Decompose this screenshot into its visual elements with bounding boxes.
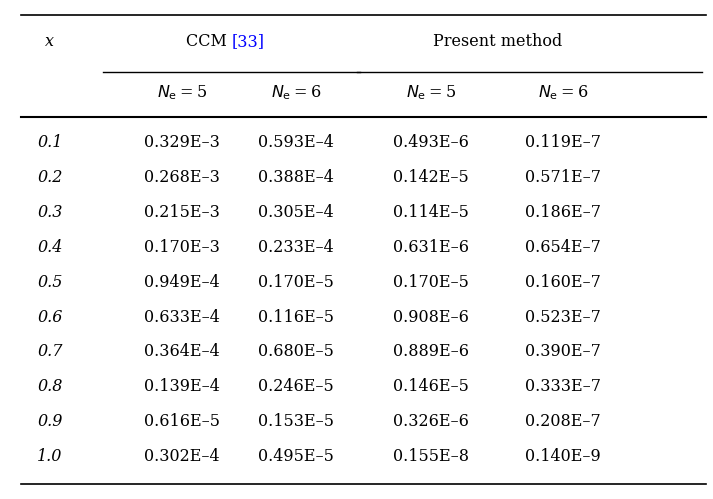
Text: 0.302E–4: 0.302E–4 <box>144 448 220 465</box>
Text: 0.631E–6: 0.631E–6 <box>394 239 469 255</box>
Text: 0.5: 0.5 <box>37 273 63 290</box>
Text: 0.215E–3: 0.215E–3 <box>144 204 220 221</box>
Text: 0.364E–4: 0.364E–4 <box>144 343 220 360</box>
Text: $N_{\mathrm{e}}$ = 6: $N_{\mathrm{e}}$ = 6 <box>271 83 321 102</box>
Text: 0.114E–5: 0.114E–5 <box>394 204 469 221</box>
Text: 0.949E–4: 0.949E–4 <box>144 273 220 290</box>
Text: 0.142E–5: 0.142E–5 <box>394 169 469 186</box>
Text: CCM: CCM <box>185 32 232 50</box>
Text: $N_{\mathrm{e}}$ = 5: $N_{\mathrm{e}}$ = 5 <box>157 83 207 102</box>
Text: 0.233E–4: 0.233E–4 <box>258 239 334 255</box>
Text: Present method: Present method <box>433 32 562 50</box>
Text: 0.170E–3: 0.170E–3 <box>144 239 220 255</box>
Text: 0.140E–9: 0.140E–9 <box>525 448 601 465</box>
Text: 0.116E–5: 0.116E–5 <box>258 308 334 325</box>
Text: 0.6: 0.6 <box>37 308 63 325</box>
Text: 0.170E–5: 0.170E–5 <box>258 273 334 290</box>
Text: 0.908E–6: 0.908E–6 <box>394 308 469 325</box>
Text: [33]: [33] <box>232 32 265 50</box>
Text: 0.680E–5: 0.680E–5 <box>258 343 334 360</box>
Text: 0.268E–3: 0.268E–3 <box>144 169 220 186</box>
Text: 0.523E–7: 0.523E–7 <box>525 308 601 325</box>
Text: $N_{\mathrm{e}}$ = 5: $N_{\mathrm{e}}$ = 5 <box>406 83 456 102</box>
Text: 0.170E–5: 0.170E–5 <box>394 273 469 290</box>
Text: 0.7: 0.7 <box>37 343 63 360</box>
Text: x: x <box>46 32 54 50</box>
Text: 0.3: 0.3 <box>37 204 63 221</box>
Text: 0.246E–5: 0.246E–5 <box>258 378 334 395</box>
Text: 1.0: 1.0 <box>37 448 63 465</box>
Text: 0.155E–8: 0.155E–8 <box>394 448 469 465</box>
Text: 0.654E–7: 0.654E–7 <box>525 239 601 255</box>
Text: 0.326E–6: 0.326E–6 <box>394 413 469 430</box>
Text: 0.9: 0.9 <box>37 413 63 430</box>
Text: 0.388E–4: 0.388E–4 <box>258 169 334 186</box>
Text: 0.2: 0.2 <box>37 169 63 186</box>
Text: 0.1: 0.1 <box>37 134 63 151</box>
Text: $N_{\mathrm{e}}$ = 6: $N_{\mathrm{e}}$ = 6 <box>538 83 588 102</box>
Text: 0.153E–5: 0.153E–5 <box>258 413 334 430</box>
Text: 0.633E–4: 0.633E–4 <box>144 308 220 325</box>
Text: 0.4: 0.4 <box>37 239 63 255</box>
Text: 0.616E–5: 0.616E–5 <box>144 413 220 430</box>
Text: 0.593E–4: 0.593E–4 <box>258 134 334 151</box>
Text: 0.119E–7: 0.119E–7 <box>525 134 601 151</box>
Text: 0.305E–4: 0.305E–4 <box>258 204 334 221</box>
Text: 0.493E–6: 0.493E–6 <box>394 134 469 151</box>
Text: 0.160E–7: 0.160E–7 <box>525 273 601 290</box>
Text: 0.333E–7: 0.333E–7 <box>525 378 601 395</box>
Text: 0.390E–7: 0.390E–7 <box>525 343 601 360</box>
Text: 0.329E–3: 0.329E–3 <box>144 134 220 151</box>
Text: 0.571E–7: 0.571E–7 <box>525 169 601 186</box>
Text: 0.495E–5: 0.495E–5 <box>258 448 334 465</box>
Text: 0.208E–7: 0.208E–7 <box>525 413 601 430</box>
Text: 0.889E–6: 0.889E–6 <box>394 343 469 360</box>
Text: 0.146E–5: 0.146E–5 <box>394 378 469 395</box>
Text: 0.186E–7: 0.186E–7 <box>525 204 601 221</box>
Text: 0.8: 0.8 <box>37 378 63 395</box>
Text: 0.139E–4: 0.139E–4 <box>144 378 220 395</box>
